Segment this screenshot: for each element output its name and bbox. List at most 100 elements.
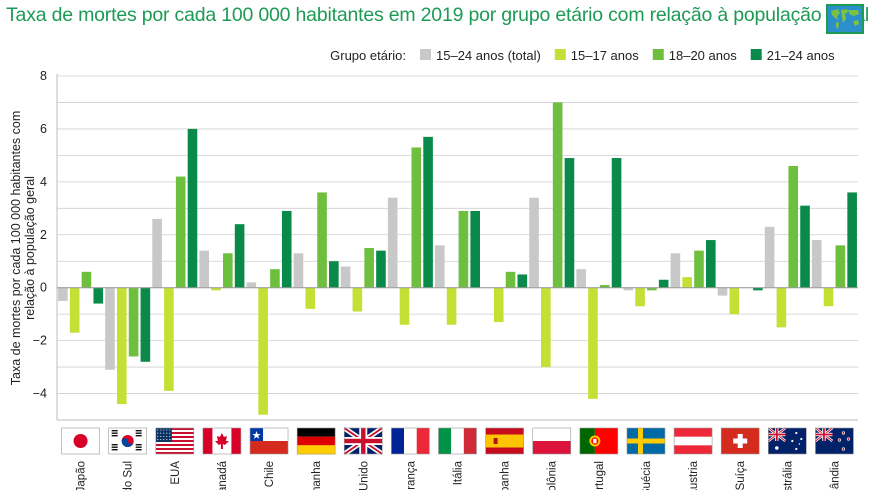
legend-title: Grupo etário: <box>330 48 406 63</box>
australia-flag-icon <box>767 426 807 455</box>
sweden-flag-icon <box>626 427 666 455</box>
bar <box>729 287 740 315</box>
bar <box>776 287 787 328</box>
legend: Grupo etário: 15–24 anos (total) 15–17 an… <box>330 48 835 63</box>
bar <box>670 253 681 288</box>
bar <box>658 279 669 288</box>
bar <box>788 165 799 288</box>
chile-flag-icon <box>249 427 289 455</box>
y-tick-label: 6 <box>40 122 47 136</box>
bar <box>623 287 634 291</box>
bar <box>564 158 575 288</box>
legend-swatch <box>554 49 566 60</box>
y-axis-label-line: relação à população geral <box>23 176 37 320</box>
bar <box>635 287 645 307</box>
south-korea-flag-icon <box>108 427 147 455</box>
bar <box>576 269 586 288</box>
x-tick-label: manha <box>311 460 323 490</box>
x-tick-label: Suíça <box>735 460 747 490</box>
bar <box>329 261 339 288</box>
chart-title: Taxa de mortes por cada 100 000 habitant… <box>6 4 870 26</box>
y-tick-label: 4 <box>40 175 47 189</box>
bar <box>93 287 104 304</box>
bar <box>800 205 810 288</box>
y-tick-label: −4 <box>33 387 47 401</box>
bar <box>694 250 704 288</box>
x-tick-label: ortugal <box>594 461 606 490</box>
bar <box>81 271 92 288</box>
bar <box>152 218 162 288</box>
x-tick-label: EUA <box>170 461 182 485</box>
bar <box>317 192 327 288</box>
bar <box>364 248 374 288</box>
bar <box>116 287 127 405</box>
germany-flag-icon <box>296 427 336 455</box>
bar <box>187 128 198 288</box>
bar <box>552 102 563 288</box>
legend-swatch <box>750 49 762 60</box>
france-flag-icon <box>391 427 430 455</box>
x-tick-label: Chile <box>264 461 276 487</box>
bar <box>234 224 245 288</box>
bar <box>411 147 422 288</box>
legend-swatch <box>420 49 431 60</box>
x-tick-label: Itália <box>453 460 465 485</box>
bar <box>611 158 622 288</box>
spain-flag-icon <box>485 427 524 455</box>
new-zealand-flag-icon <box>814 426 854 455</box>
bar <box>58 287 68 301</box>
bar <box>246 282 257 288</box>
bar <box>599 285 610 288</box>
bar <box>588 287 598 399</box>
bar <box>835 245 846 288</box>
bar <box>764 226 775 288</box>
bar <box>435 245 445 288</box>
y-tick-label: −2 <box>33 334 47 348</box>
bars <box>58 102 857 415</box>
bar <box>175 176 186 288</box>
bar <box>387 197 398 288</box>
bar <box>376 250 386 288</box>
legend-swatch <box>652 49 664 60</box>
x-tick-label: do Sul <box>123 461 135 490</box>
x-tick-label: o Unido <box>358 461 370 490</box>
bar <box>717 287 728 296</box>
bar <box>541 287 551 368</box>
bar <box>258 287 268 415</box>
bar <box>470 210 480 288</box>
legend-entry: 18–20 anos <box>669 48 737 63</box>
bar <box>399 287 410 325</box>
y-tick-label: 8 <box>40 69 47 83</box>
bar <box>199 250 210 288</box>
x-tick-label: Canadá <box>217 460 229 490</box>
bar <box>164 287 174 391</box>
bar <box>505 271 516 288</box>
legend-entry: 15–17 anos <box>571 48 639 63</box>
usa-flag-icon <box>155 427 195 455</box>
poland-flag-icon <box>532 427 572 455</box>
flag-row <box>61 425 854 457</box>
y-axis-label: Taxa de mortes por cada 100 000 habitant… <box>9 111 37 385</box>
x-tick-label: França <box>405 460 417 490</box>
world-map-icon <box>826 4 864 34</box>
switzerland-flag-icon <box>720 427 760 455</box>
bar <box>340 266 351 288</box>
italy-flag-icon <box>438 427 477 455</box>
bar <box>305 287 316 309</box>
bar <box>811 240 822 288</box>
uk-flag-icon <box>342 425 384 457</box>
y-axis-ticks: −4 −2 0 2 4 6 8 <box>33 69 47 401</box>
x-tick-label: Áustria <box>687 460 700 490</box>
bar <box>128 287 139 357</box>
bar <box>753 287 763 291</box>
x-tick-label: Polônia <box>547 460 559 490</box>
bar <box>69 287 80 333</box>
bar <box>270 269 280 288</box>
bar <box>140 287 151 362</box>
x-tick-label: elândia <box>829 460 841 490</box>
austria-flag-icon <box>673 427 713 455</box>
bar <box>223 253 233 288</box>
legend-entry: 21–24 anos <box>767 48 835 63</box>
